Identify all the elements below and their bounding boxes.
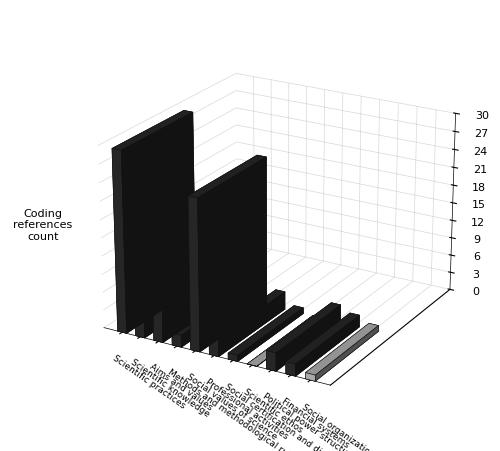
Text: Coding
references
count: Coding references count: [14, 209, 72, 242]
